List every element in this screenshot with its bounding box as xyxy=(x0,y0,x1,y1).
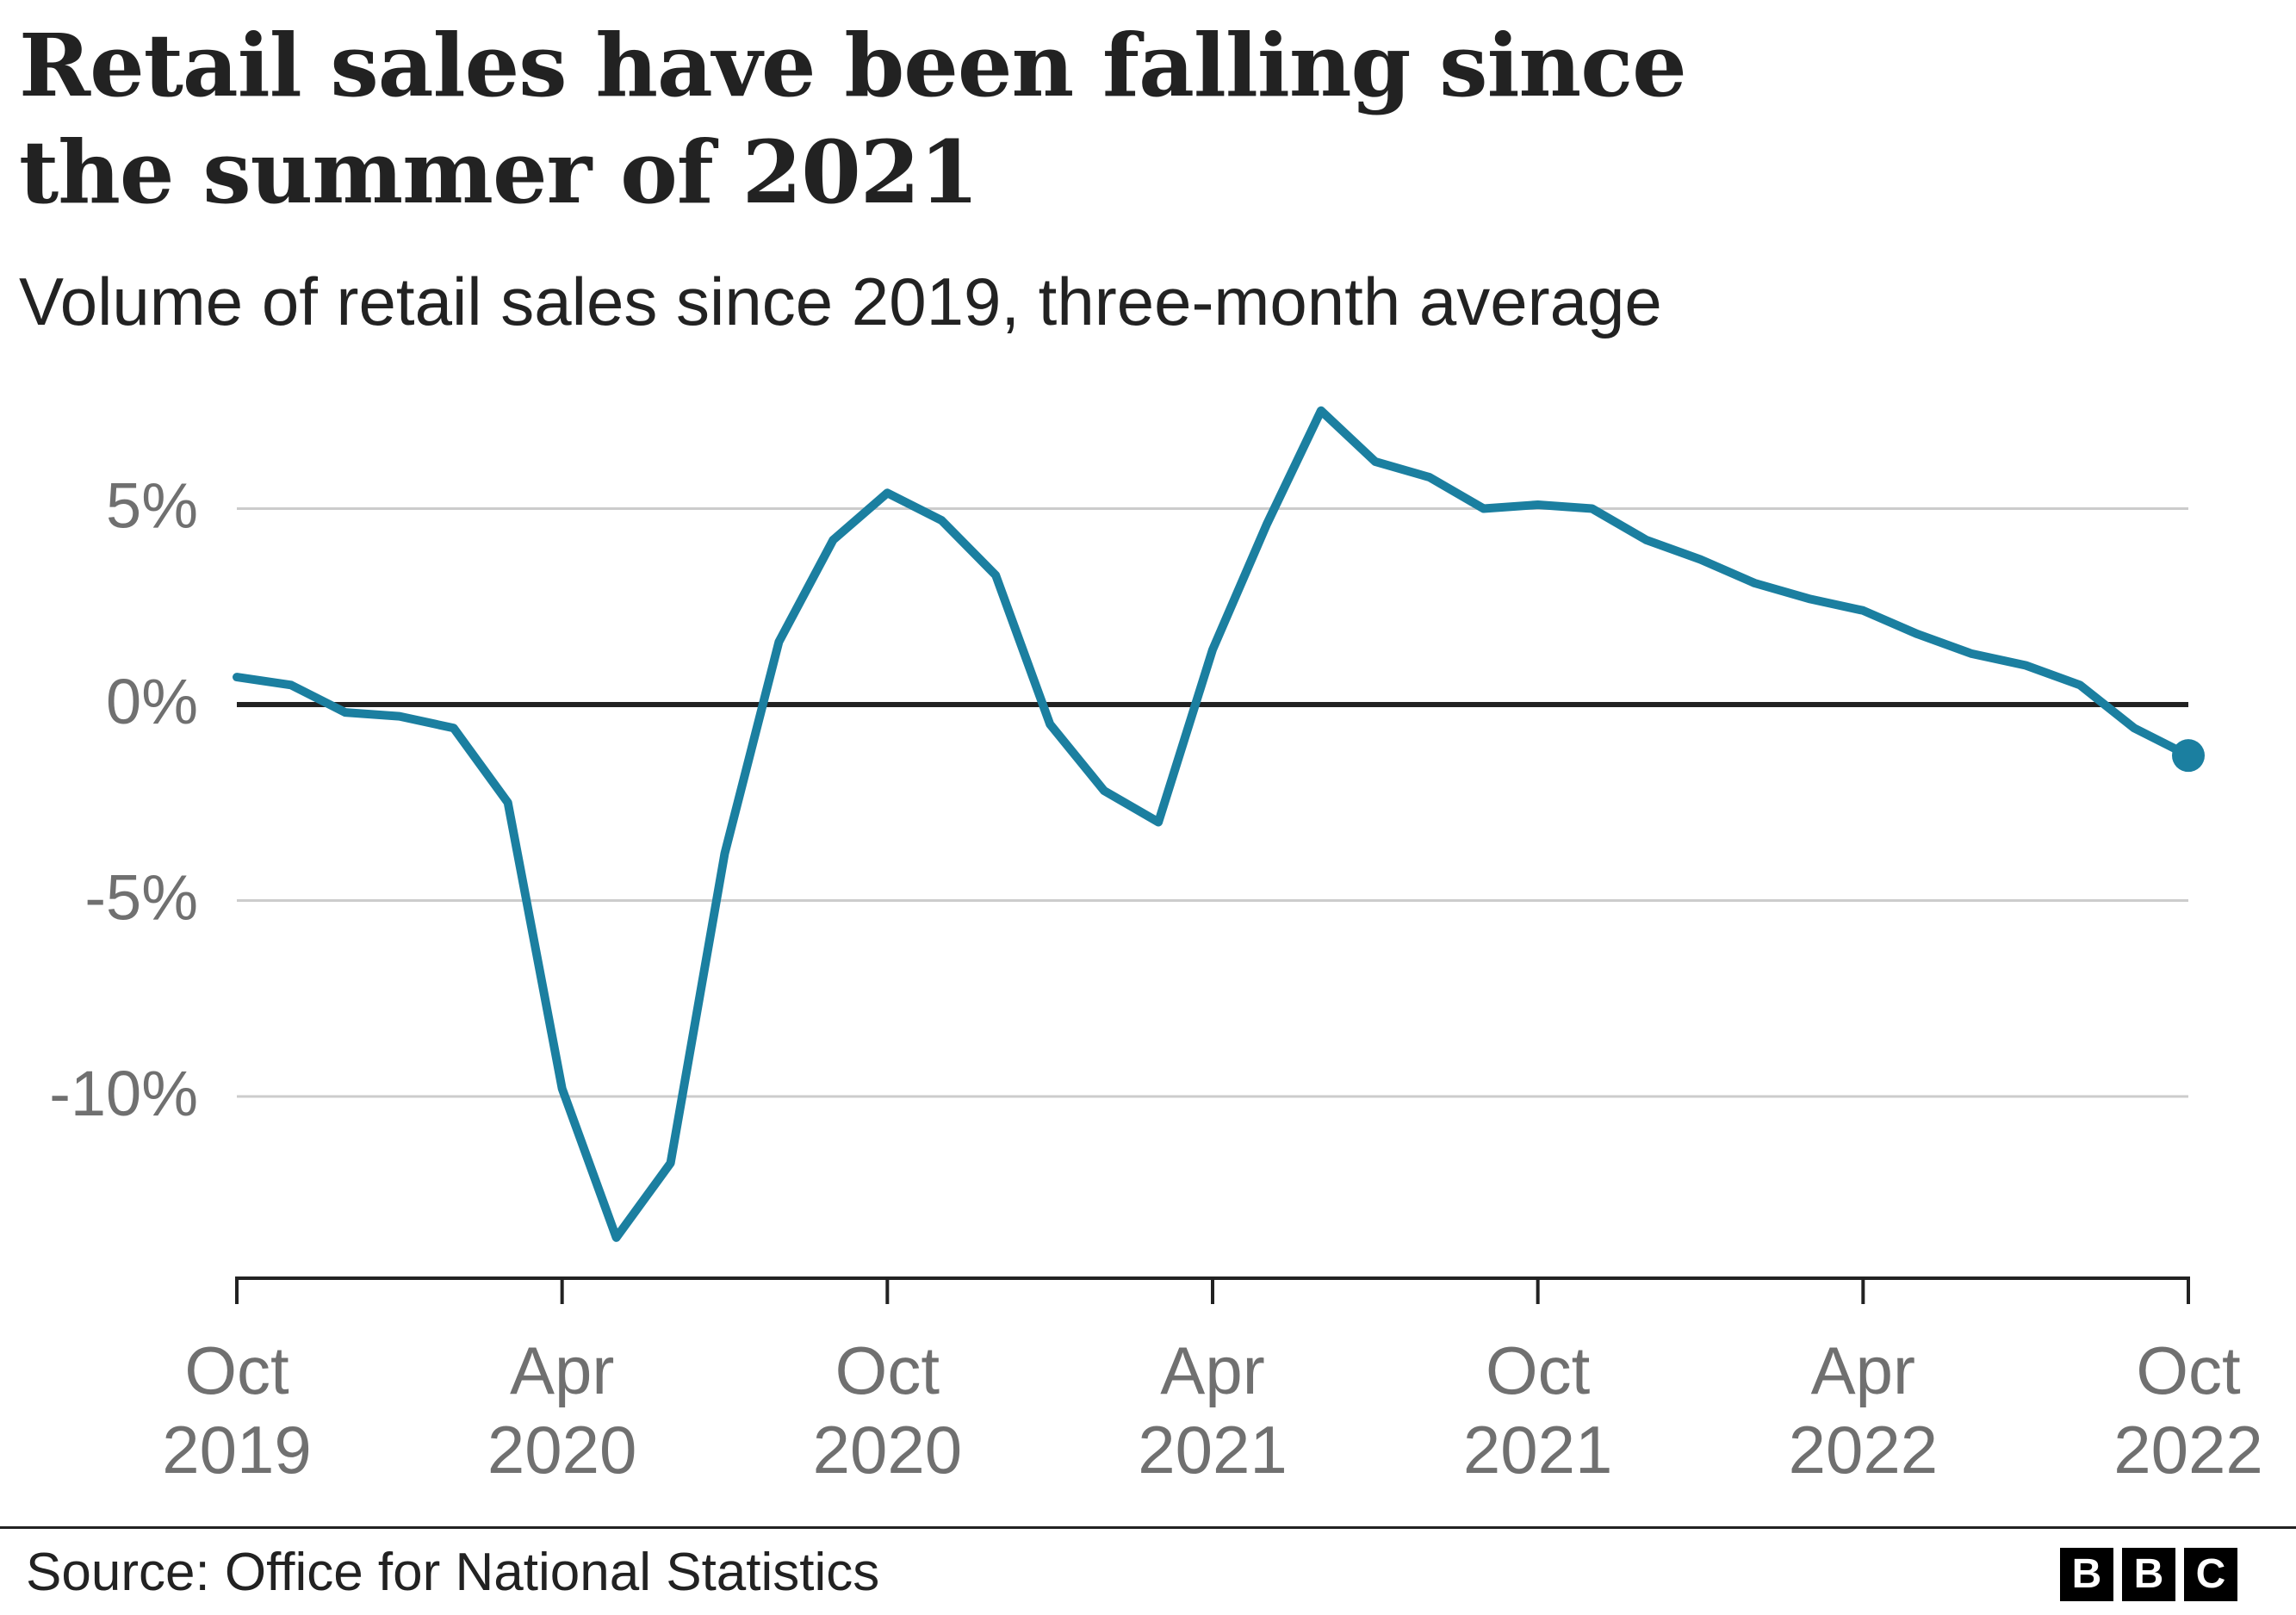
logo-letter-c: C xyxy=(2184,1548,2237,1601)
x-tick-label-month: Oct xyxy=(184,1332,289,1408)
x-axis xyxy=(235,1276,2190,1304)
series xyxy=(233,406,2205,1242)
x-tick-label-year: 2020 xyxy=(487,1412,637,1488)
logo-letter-b1: B xyxy=(2060,1548,2113,1601)
y-tick-label: 0% xyxy=(106,666,198,737)
x-tick-label-year: 2020 xyxy=(813,1412,963,1488)
series-line xyxy=(233,406,2193,1242)
x-tick-label-year: 2021 xyxy=(1463,1412,1613,1488)
end-point-marker xyxy=(2172,739,2205,773)
x-tick-label-year: 2022 xyxy=(2113,1412,2263,1488)
x-axis-tick-labels: Oct2019Apr2020Oct2020Apr2021Oct2021Apr20… xyxy=(162,1332,2263,1488)
footer-divider xyxy=(0,1526,2296,1529)
x-tick-label-month: Oct xyxy=(1486,1332,1591,1408)
line-chart: 5%0%-5%-10% Oct2019Apr2020Oct2020Apr2021… xyxy=(49,406,2263,1488)
gridlines xyxy=(237,507,2188,1098)
x-tick-label-year: 2021 xyxy=(1138,1412,1288,1488)
y-tick-label: 5% xyxy=(106,470,198,542)
y-tick-label: -10% xyxy=(49,1058,198,1129)
x-tick-label-month: Apr xyxy=(510,1332,614,1408)
y-axis-tick-labels: 5% 0% -5% -10% xyxy=(49,470,198,1130)
bbc-logo: B B C xyxy=(2060,1548,2237,1601)
x-tick-label-year: 2019 xyxy=(162,1412,312,1488)
x-tick-label-month: Apr xyxy=(1160,1332,1264,1408)
source-note: Source: Office for National Statistics xyxy=(26,1543,880,1602)
x-tick-label-month: Oct xyxy=(2136,1332,2241,1408)
y-tick-label: -5% xyxy=(84,862,198,934)
x-tick-label-year: 2022 xyxy=(1789,1412,1939,1488)
chart-title: Retail sales have been falling since the… xyxy=(19,15,1687,223)
chart-subtitle: Volume of retail sales since 2019, three… xyxy=(19,264,1662,339)
logo-letter-b2: B xyxy=(2122,1548,2175,1601)
x-tick-label-month: Oct xyxy=(835,1332,940,1408)
x-tick-label-month: Apr xyxy=(1811,1332,1915,1408)
